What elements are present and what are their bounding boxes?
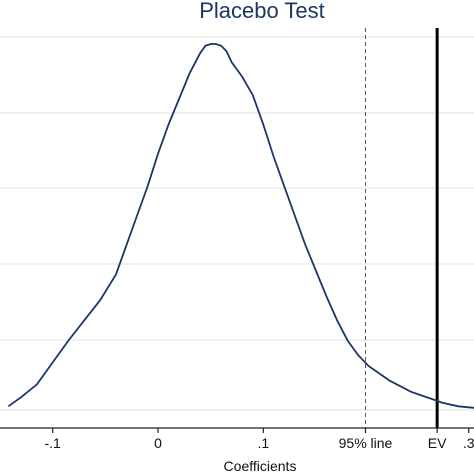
chart-title: Placebo Test — [199, 0, 325, 23]
x-axis-label: Coefficients — [224, 458, 297, 474]
reference-lines — [365, 28, 439, 428]
density-curve — [7, 43, 474, 409]
x-tick-label-4: EV — [428, 435, 447, 451]
horizontal-gridlines — [0, 36, 474, 411]
x-ticks: -.1 0 .1 95% line EV .3 — [44, 428, 474, 451]
x-tick-label-1: 0 — [154, 435, 162, 451]
x-tick-label-3: 95% line — [339, 435, 393, 451]
x-tick-label-5: .3 — [463, 435, 474, 451]
x-tick-label-0: -.1 — [44, 435, 61, 451]
x-tick-label-2: .1 — [257, 435, 269, 451]
